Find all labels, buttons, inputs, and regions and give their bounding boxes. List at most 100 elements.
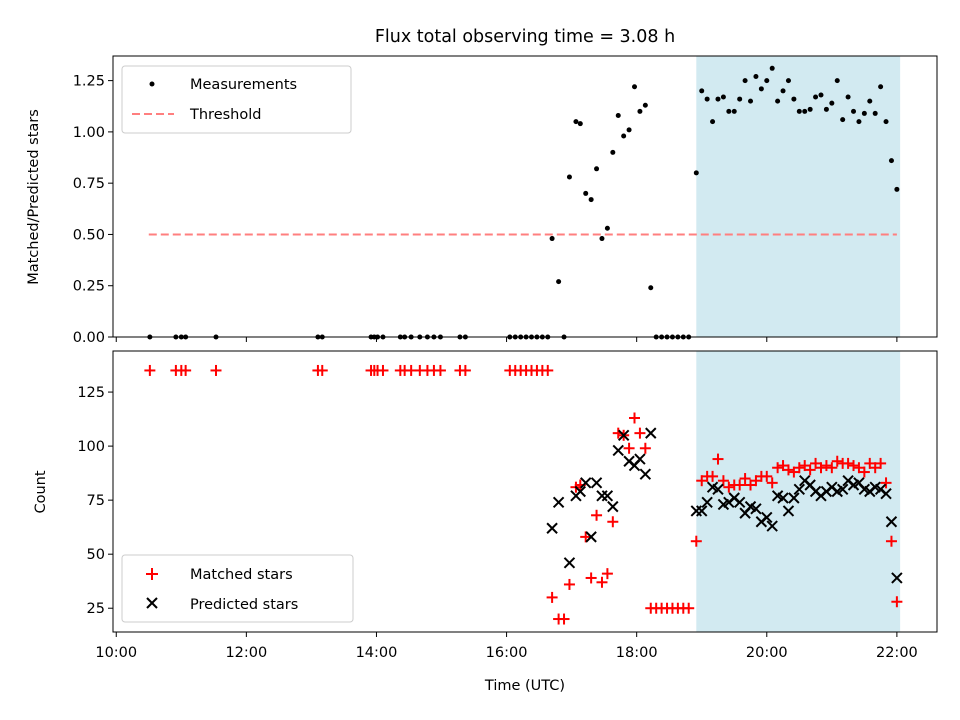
measurement-point — [802, 108, 808, 114]
predicted-star-marker-b — [761, 511, 773, 524]
measurement-point — [764, 78, 770, 84]
bottom-panel: 25 50 75 100 125 10:00 12:00 14:00 16:00 18:00 20… — [33, 350, 938, 694]
x-tick-label: 18:00 — [616, 645, 658, 661]
measurement-point — [742, 78, 748, 84]
measurement-point — [878, 84, 884, 90]
predicted-star-marker-b — [771, 490, 784, 502]
measurement-point — [699, 88, 705, 94]
measurement-point — [785, 78, 791, 84]
predicted-star-point — [645, 427, 657, 439]
measurement-point — [840, 117, 846, 123]
y-tick-label: 75 — [87, 493, 105, 509]
measurement-point — [610, 149, 616, 155]
legend-label-threshold: Threshold — [189, 107, 261, 123]
measurement-point — [648, 285, 654, 291]
predicted-star-marker-b — [750, 503, 762, 515]
measurement-point — [715, 96, 721, 102]
predicted-star-point — [761, 511, 773, 524]
measurement-point — [621, 133, 627, 139]
matched-star-point — [563, 578, 575, 590]
measurement-point — [566, 174, 572, 180]
predicted-star-point — [891, 572, 903, 584]
chart-title: Flux total observing time = 3.08 h — [375, 27, 675, 47]
bottom-legend-box — [121, 554, 354, 623]
measurement-point — [829, 100, 835, 106]
predicted-star-marker-b — [580, 477, 592, 489]
predicted-star-point — [639, 468, 652, 480]
matched-star-point — [623, 442, 635, 454]
matched-star-point — [858, 466, 870, 478]
measurement-point — [588, 197, 594, 203]
matched-star-point — [542, 364, 554, 376]
matched-star-point — [842, 457, 854, 469]
matched-star-point — [717, 475, 729, 487]
matched-star-point — [804, 464, 816, 476]
matched-star-point — [772, 462, 784, 474]
matched-star-point — [690, 535, 702, 547]
matched-star-point — [459, 364, 471, 376]
predicted-star-marker-b — [585, 531, 597, 543]
predicted-star-point — [607, 500, 619, 513]
matched-star-point — [607, 516, 619, 528]
predicted-star-point — [712, 483, 724, 496]
measurement-point — [823, 106, 829, 112]
predicted-star-point — [563, 557, 576, 569]
matched-star-point — [558, 613, 570, 625]
measurement-point — [632, 84, 638, 90]
matched-star-point — [639, 442, 651, 454]
measurement-point — [796, 108, 802, 114]
measurement-point — [845, 94, 851, 100]
y-tick-label: 0.50 — [73, 227, 105, 243]
predicted-star-marker-b — [885, 516, 898, 528]
top-x-axis-ticks — [115, 337, 898, 342]
matched-star-point — [815, 462, 827, 474]
measurement-point — [710, 119, 716, 125]
y-tick-label: 1.00 — [73, 125, 105, 141]
measurement-point — [888, 158, 894, 164]
matched-star-point — [580, 531, 592, 543]
predicted-star-marker-b — [612, 444, 624, 457]
top-highlight-span — [696, 56, 901, 337]
matched-star-point — [793, 462, 805, 474]
matched-star-point — [434, 364, 446, 376]
measurement-point — [704, 96, 710, 102]
matched-star-point — [880, 477, 892, 489]
measurement-point — [867, 98, 873, 104]
y-tick-label: 100 — [77, 439, 105, 455]
matched-star-point — [831, 455, 843, 467]
measurement-point — [769, 65, 775, 71]
predicted-star-marker-b — [880, 487, 892, 500]
measurement-point — [720, 94, 726, 100]
matched-star-point — [820, 460, 832, 472]
predicted-star-point — [750, 503, 762, 515]
predicted-star-marker-b — [836, 483, 849, 496]
x-tick-label: 16:00 — [486, 645, 528, 661]
measurement-point — [726, 108, 732, 114]
predicted-star-point — [696, 505, 708, 517]
predicted-star-point — [777, 492, 789, 504]
matched-star-point — [761, 470, 773, 482]
predicted-star-point — [733, 496, 746, 509]
predicted-star-point — [880, 487, 892, 500]
predicted-star-point — [634, 453, 646, 465]
predicted-star-point — [766, 520, 778, 532]
predicted-star-point — [552, 496, 565, 509]
measurement-point — [626, 127, 632, 133]
predicted-star-marker-b — [891, 572, 903, 584]
bottom-legend: Matched stars Predicted stars — [121, 554, 354, 623]
y-tick-label: 50 — [87, 547, 105, 563]
predicted-star-marker-b — [793, 483, 806, 496]
measurement-point — [556, 279, 562, 285]
predicted-star-marker-b — [858, 483, 871, 496]
legend-marker-measurements — [149, 81, 155, 87]
predicted-star-point — [793, 483, 806, 496]
y-tick-label: 0.25 — [73, 279, 105, 295]
measurement-point — [573, 119, 579, 125]
legend-marker-predicted — [146, 597, 158, 609]
measurement-point — [615, 112, 621, 118]
matched-star-point — [210, 364, 222, 376]
measurement-point — [577, 121, 583, 127]
x-tick-label: 22:00 — [876, 645, 918, 661]
measurement-point — [856, 119, 862, 125]
top-y-axis: 0.00 0.25 0.50 0.75 1.00 1.25 — [73, 74, 113, 346]
